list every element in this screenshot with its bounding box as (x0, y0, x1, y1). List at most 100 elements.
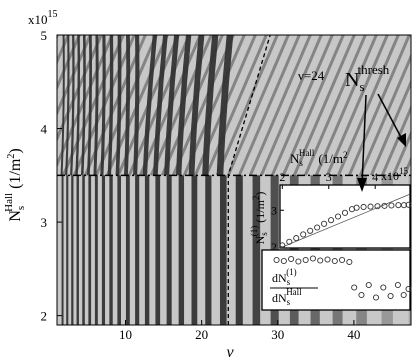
fringe (347, 35, 411, 176)
fringe (188, 35, 205, 176)
fringe (65, 35, 70, 176)
inset-x-label-part: N (290, 151, 300, 166)
fringe (292, 35, 356, 176)
data-point (372, 294, 380, 301)
fringe (314, 35, 378, 176)
fringe (153, 35, 168, 176)
data-point (309, 255, 317, 262)
fringe (57, 35, 81, 91)
fraction-part: dN (272, 291, 287, 305)
inset-y-label-part: s (259, 232, 269, 236)
y-tick-label: 2 (41, 309, 48, 324)
data-point (339, 256, 346, 264)
inset-multiplier-part: 15 (399, 166, 409, 176)
data-point (346, 258, 353, 266)
fringe (215, 35, 279, 176)
inset-top: 2 3 4 2 3 (271, 170, 412, 254)
data-point (280, 257, 287, 265)
data-point (400, 202, 408, 209)
fringe (325, 35, 389, 176)
data-point (324, 256, 331, 263)
fringe (171, 35, 235, 176)
fit-line (279, 193, 411, 249)
thresh-annotation: Ns thresh (345, 62, 390, 94)
fringe (105, 35, 169, 176)
fringe (124, 35, 131, 176)
data-point (293, 235, 300, 242)
fringe (193, 35, 257, 176)
y-label-part: s (15, 206, 27, 210)
y-tick-label: 4 (41, 122, 48, 137)
fringe (226, 35, 290, 176)
fringe (0, 35, 2, 175)
inset-y-label-part: (1/m (253, 199, 267, 222)
fraction-denominator: dNsHall (272, 287, 302, 307)
data-point (314, 224, 321, 231)
data-point (321, 220, 328, 227)
fringe (144, 175, 150, 325)
multiplier-part: x10 (28, 12, 48, 27)
fringe (75, 35, 80, 176)
inset-multiplier: x1015 (381, 166, 409, 183)
data-point (273, 256, 280, 264)
data-point (288, 255, 295, 263)
data-point (358, 291, 365, 299)
data-point (279, 242, 286, 249)
fringe (86, 35, 92, 176)
fringe (76, 175, 79, 325)
x-tick-label: 3 (326, 170, 332, 184)
fringe (101, 175, 106, 325)
x-tick-label: 4 (372, 170, 378, 184)
fringe (125, 175, 130, 325)
fringe (204, 35, 268, 176)
data-point (300, 231, 307, 238)
data-point (286, 238, 293, 245)
data-point (334, 213, 342, 220)
fringe (205, 175, 212, 325)
fringe (60, 35, 65, 176)
fringe (70, 35, 75, 176)
data-point (328, 217, 335, 224)
arrow-head (357, 178, 367, 192)
inset-background (279, 184, 411, 249)
fringe (133, 35, 140, 176)
thresh-part: thresh (358, 62, 390, 77)
fringe (303, 35, 367, 176)
fringe (94, 35, 158, 176)
inset-x-label: NsHall (1/m2 (290, 148, 347, 168)
data-point (367, 203, 374, 210)
fringe (71, 175, 74, 325)
fraction-part: (1) (286, 267, 297, 277)
data-point (295, 258, 302, 265)
fringe (358, 52, 411, 176)
fringe (166, 175, 172, 325)
fringe (72, 35, 136, 176)
data-point (307, 227, 314, 234)
data-point (381, 202, 388, 209)
y-label-part: Hall (3, 193, 15, 212)
data-point (360, 203, 367, 211)
fringe (109, 175, 113, 325)
y-label-part: ) (7, 148, 24, 153)
data-point (405, 201, 412, 208)
fringe (191, 175, 198, 325)
multiplier-part: 15 (48, 9, 58, 20)
fringe (100, 35, 106, 176)
data-point (400, 291, 407, 299)
fringe (57, 35, 114, 169)
fringe (248, 35, 312, 176)
fringe (61, 35, 125, 176)
fringe (93, 35, 99, 176)
inset-y-label: Ns(1) (1/m2) (249, 192, 269, 245)
fringe (369, 78, 411, 176)
data-point (353, 204, 360, 211)
fringe (57, 35, 92, 117)
fringe (175, 35, 192, 176)
fringe (66, 175, 69, 325)
fringe (83, 35, 147, 176)
thresh-part: N (345, 69, 359, 91)
data-point (317, 257, 324, 264)
fraction-part: s (287, 277, 291, 287)
fringe (182, 35, 246, 176)
